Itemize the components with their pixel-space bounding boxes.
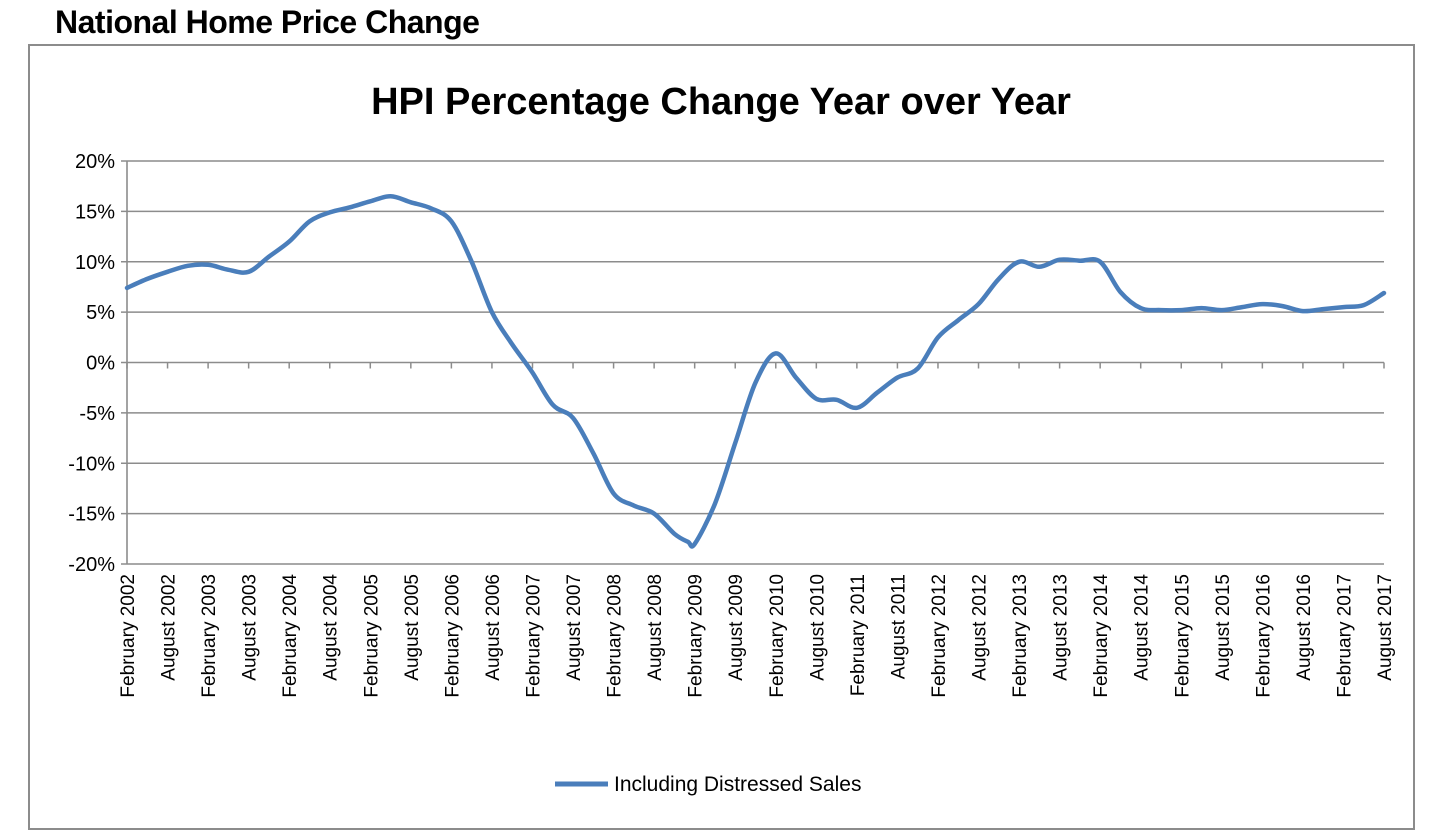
y-tick-label: -15%	[68, 504, 115, 526]
x-tick-label: February 2016	[1253, 574, 1274, 698]
x-tick-label: August 2017	[1375, 574, 1396, 681]
x-tick-label: August 2009	[726, 574, 747, 681]
x-tick-label: August 2006	[483, 574, 504, 681]
x-tick-label: August 2007	[564, 574, 585, 681]
y-tick-label: -5%	[79, 403, 115, 425]
x-tick-label: February 2008	[605, 574, 626, 698]
x-tick-label: February 2006	[442, 574, 463, 698]
x-tick-label: February 2004	[280, 574, 301, 698]
x-tick-label: February 2005	[361, 574, 382, 698]
y-tick-label: 20%	[75, 151, 115, 173]
y-axis-ticks: 20% 15% 10% 5% 0% -5% -10% -15% -20%	[68, 151, 127, 576]
legend: Including Distressed Sales	[555, 773, 861, 796]
x-tick-label: August 2012	[970, 574, 991, 681]
x-tick-label: August 2004	[321, 574, 342, 681]
x-tick-label: August 2008	[645, 574, 666, 681]
x-tick-label: February 2017	[1334, 574, 1355, 698]
y-tick-label: 15%	[75, 201, 115, 223]
x-tick-label: February 2009	[686, 574, 707, 698]
x-tick-label: February 2011	[848, 574, 869, 696]
gridlines	[127, 160, 1384, 565]
legend-label: Including Distressed Sales	[614, 773, 861, 796]
x-tick-label: February 2003	[199, 574, 220, 698]
page-heading: National Home Price Change	[55, 4, 480, 40]
x-tick-label: August 2002	[159, 574, 180, 681]
series-group	[124, 194, 1387, 549]
x-tick-label: February 2012	[929, 574, 950, 698]
x-tick-label: August 2014	[1132, 574, 1153, 681]
chart-frame: HPI Percentage Change Year over Year 20%…	[28, 44, 1415, 830]
x-tick-label: August 2011	[888, 574, 909, 679]
x-tick-label: August 2003	[240, 574, 261, 681]
x-tick-label: August 2016	[1294, 574, 1315, 681]
x-tick-label: February 2002	[118, 574, 139, 698]
x-tick-label: August 2010	[807, 574, 828, 681]
y-tick-label: -20%	[68, 554, 115, 576]
x-axis-ticks: February 2002 August 2002 February 2003 Aug…	[118, 362, 1396, 698]
x-tick-label: August 2015	[1213, 574, 1234, 681]
y-tick-label: 10%	[75, 252, 115, 274]
y-tick-label: 0%	[86, 353, 115, 375]
y-tick-label: 5%	[86, 302, 115, 324]
series-line	[124, 194, 1387, 549]
hpi-line-chart: HPI Percentage Change Year over Year 20%…	[68, 81, 1396, 796]
x-tick-label: February 2014	[1091, 574, 1112, 698]
x-tick-label: August 2005	[402, 574, 423, 681]
x-tick-label: February 2015	[1172, 574, 1193, 698]
x-tick-label: February 2013	[1010, 574, 1031, 698]
x-tick-label: February 2007	[523, 574, 544, 698]
chart-title: HPI Percentage Change Year over Year	[371, 81, 1071, 123]
x-tick-label: August 2013	[1051, 574, 1072, 681]
y-tick-label: -10%	[68, 453, 115, 475]
x-tick-label: February 2010	[767, 574, 788, 698]
